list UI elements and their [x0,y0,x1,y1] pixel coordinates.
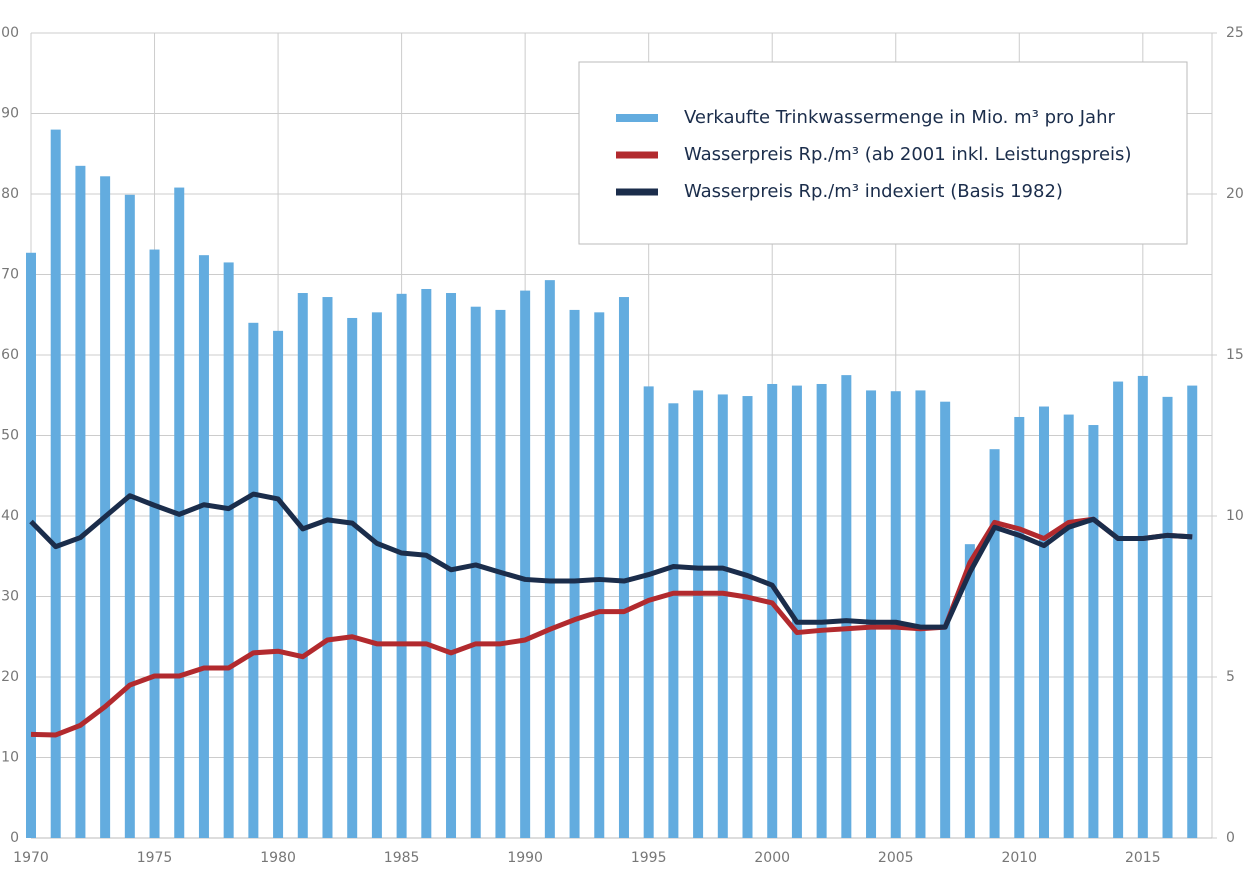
bar [297,293,308,838]
bar [1014,416,1025,838]
bar [26,252,36,838]
y-tick-label: 70 [1,267,19,283]
bar [1187,385,1198,838]
y-tick-label: 100 [0,25,19,41]
legend-swatch [616,188,658,196]
bar [273,330,284,838]
bar [594,312,605,839]
line [29,491,1193,630]
x-tick-label: 2015 [1125,850,1161,866]
legend-swatch [616,151,658,159]
y-tick-label: 30 [1,589,19,605]
x-tick-label: 1985 [384,850,420,866]
x-tick-label: 2005 [878,850,914,866]
bar [717,394,728,838]
y2-tick-label: 5 [1226,669,1235,685]
x-tick-label: 2000 [754,850,790,866]
y2-tick-label: 25 [1226,25,1244,41]
bar [964,544,975,838]
bar [322,297,333,838]
bar [915,390,926,838]
bar [1137,375,1148,838]
bar [100,176,111,839]
bar [1063,414,1074,838]
bar [371,312,382,839]
bar [248,322,259,838]
y-tick-label: 10 [1,750,19,766]
bar [544,280,555,838]
bar [347,317,358,839]
y-tick-label: 80 [1,186,19,202]
bar [742,396,753,838]
x-tick-label: 1995 [631,850,667,866]
bar [791,385,802,838]
x-tick-label: 1980 [260,850,296,866]
x-tick-label: 1975 [137,850,173,866]
bar [1088,425,1099,838]
y2-tick-label: 15 [1226,347,1244,363]
bar [693,390,704,838]
y2-tick-label: 10 [1226,508,1244,524]
bar [841,375,852,838]
bar [767,383,778,838]
bar [50,129,61,839]
bar [940,401,951,838]
bar [1038,406,1049,838]
legend-box [578,61,1188,245]
bar [1162,396,1173,838]
y-tick-label: 90 [1,106,19,122]
bar [421,288,432,838]
bar [668,403,679,838]
y2-tick-label: 20 [1226,186,1244,202]
line [30,516,1193,738]
bar [124,194,135,838]
y2-tick-label: 0 [1226,830,1235,846]
bar [643,386,654,838]
bar [396,293,407,838]
y-tick-label: 0 [10,830,19,846]
x-tick-label: 1990 [507,850,543,866]
legend-label: Wasserpreis Rp./m³ indexiert (Basis 1982… [684,181,1063,202]
legend-swatch [616,114,658,122]
bar [470,306,481,838]
bar [866,390,877,838]
bar [989,449,1000,838]
y-tick-label: 50 [1,428,19,444]
bar [149,249,160,839]
x-tick-label: 2010 [1001,850,1037,866]
bar [223,262,234,838]
bar [1113,381,1124,838]
bar [75,165,86,838]
y-tick-label: 40 [1,508,19,524]
bar [198,255,209,838]
bar [446,293,457,838]
y-tick-label: 60 [1,347,19,363]
bar [569,309,580,838]
bar [618,297,629,838]
bar [816,383,827,838]
legend-label: Wasserpreis Rp./m³ (ab 2001 inkl. Leistu… [684,144,1131,165]
bar [890,391,901,838]
legend-label: Verkaufte Trinkwassermenge in Mio. m³ pr… [684,107,1115,128]
x-tick-label: 1970 [13,850,49,866]
bar [520,290,531,839]
y-tick-label: 20 [1,669,19,685]
